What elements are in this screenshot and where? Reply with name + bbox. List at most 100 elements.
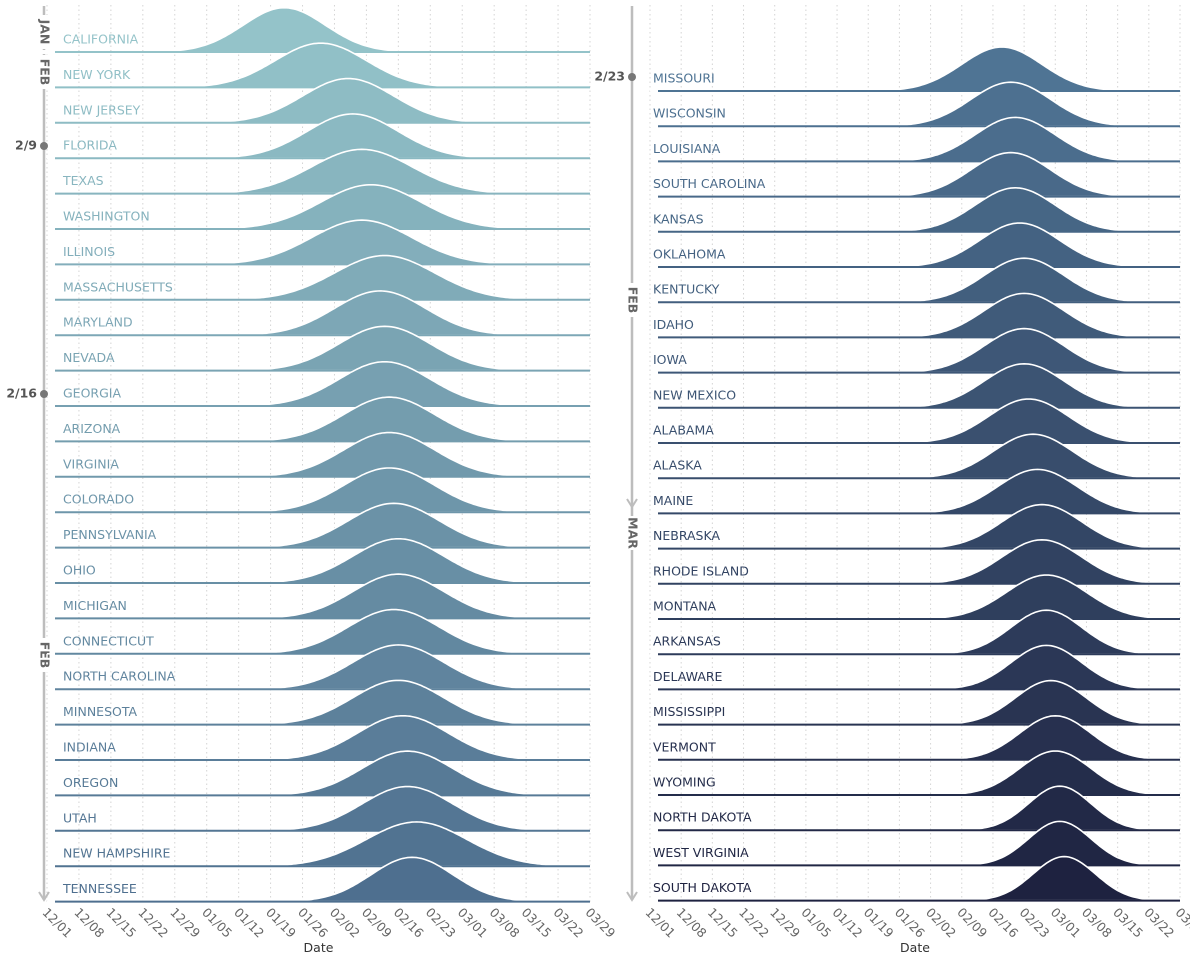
timeline-label: FEB [626, 287, 641, 314]
state-label: MISSOURI [653, 71, 715, 86]
x-tick-label: 12/01 [642, 905, 678, 941]
x-tick-label: 03/15 [519, 905, 555, 941]
state-label: CONNECTICUT [63, 633, 154, 648]
state-label: NORTH CAROLINA [63, 669, 176, 684]
state-label: ALABAMA [653, 423, 714, 438]
x-tick-label: 12/29 [767, 905, 803, 941]
x-tick-label: 03/15 [1110, 905, 1146, 941]
state-label: TENNESSEE [62, 881, 137, 896]
timeline-label: 2/16 [6, 386, 37, 401]
x-tick-label: 12/15 [705, 905, 741, 941]
timeline-gap [40, 50, 48, 54]
state-label: SOUTH DAKOTA [653, 880, 752, 895]
x-tick-label: 01/05 [199, 905, 235, 941]
timeline-gap [626, 283, 638, 317]
x-tick-label: 02/23 [1017, 905, 1053, 941]
timeline-dot [40, 390, 48, 398]
x-tick-label: 12/08 [71, 905, 107, 941]
timeline-arrow [626, 891, 638, 902]
state-label: TEXAS [62, 173, 104, 188]
x-tick-label: 02/02 [327, 905, 363, 941]
state-label: WYOMING [653, 775, 716, 790]
x-tick-label: 02/09 [954, 905, 990, 941]
state-label: DELAWARE [653, 669, 723, 684]
state-label: RHODE ISLAND [653, 563, 749, 578]
x-tick-label: 01/19 [861, 905, 897, 941]
x-axis-label: Date [304, 940, 334, 955]
state-label: FLORIDA [63, 138, 117, 153]
x-tick-label: 01/12 [830, 905, 866, 941]
state-label: NORTH DAKOTA [653, 810, 752, 825]
state-label: ARIZONA [63, 421, 121, 436]
timeline-label: FEB [38, 59, 53, 86]
state-label: KENTUCKY [653, 282, 720, 297]
state-label: WISCONSIN [653, 106, 726, 121]
x-tick-label: 02/23 [423, 905, 459, 941]
state-label: NEW JERSEY [63, 102, 141, 117]
x-tick-label: 12/22 [736, 905, 772, 941]
state-label: ALASKA [653, 458, 702, 473]
state-label: GEORGIA [63, 386, 121, 401]
x-axis-label: Date [900, 940, 930, 955]
timeline-label: JAN [38, 19, 53, 45]
timeline-label: FEB [38, 642, 53, 669]
state-label: VIRGINIA [63, 456, 119, 471]
timeline-dot [40, 142, 48, 150]
state-label: LOUISIANA [653, 141, 721, 156]
state-label: MISSISSIPPI [653, 704, 725, 719]
timeline-gap [626, 516, 638, 550]
x-tick-label: 12/29 [167, 905, 203, 941]
timeline-label: MAR [626, 517, 641, 549]
state-label: SOUTH CAROLINA [653, 176, 766, 191]
x-tick-label: 01/19 [263, 905, 299, 941]
timeline-gap [38, 55, 50, 89]
timeline-dot [628, 73, 636, 81]
x-tick-label: 03/29 [582, 905, 618, 941]
x-tick-label: 02/16 [391, 905, 427, 941]
x-tick-label: 12/01 [39, 905, 75, 941]
state-label: ILLINOIS [63, 244, 115, 259]
state-label: NEVADA [63, 350, 115, 365]
ridge [650, 46, 1180, 92]
timeline-label: 2/9 [15, 138, 37, 153]
x-tick-label: 02/09 [359, 905, 395, 941]
x-tick-label: 12/22 [135, 905, 171, 941]
timeline-arrow [626, 498, 638, 509]
state-label: NEW YORK [63, 67, 131, 82]
state-label: MONTANA [653, 599, 717, 614]
state-label: NEBRASKA [653, 528, 720, 543]
x-tick-label: 02/16 [985, 905, 1021, 941]
state-label: CALIFORNIA [63, 32, 139, 47]
state-label: WEST VIRGINIA [653, 845, 749, 860]
timeline-gap [38, 15, 50, 49]
x-tick-label: 03/22 [1141, 905, 1177, 941]
state-label: VERMONT [653, 739, 716, 754]
state-label: OHIO [63, 563, 96, 578]
x-tick-label: 01/26 [892, 905, 928, 941]
state-label: MASSACHUSETTS [63, 279, 173, 294]
state-label: COLORADO [63, 492, 134, 507]
x-tick-label: 12/08 [674, 905, 710, 941]
x-tick-label: 01/12 [231, 905, 267, 941]
x-tick-label: 02/02 [923, 905, 959, 941]
x-tick-label: 03/08 [487, 905, 523, 941]
x-tick-label: 01/05 [798, 905, 834, 941]
state-label: NEW HAMPSHIRE [63, 846, 171, 861]
x-tick-label: 03/01 [1048, 905, 1084, 941]
timeline-label: 2/23 [594, 69, 625, 84]
state-label: ARKANSAS [653, 634, 721, 649]
timeline-arrow [38, 891, 50, 902]
state-label: MARYLAND [63, 315, 133, 330]
state-label: MAINE [653, 493, 693, 508]
x-tick-label: 01/26 [295, 905, 331, 941]
state-label: MICHIGAN [63, 598, 127, 613]
state-label: INDIANA [63, 740, 116, 755]
state-label: IOWA [653, 352, 687, 367]
x-tick-label: 12/15 [103, 905, 139, 941]
state-label: MINNESOTA [63, 704, 138, 719]
state-label: OKLAHOMA [653, 247, 726, 262]
x-tick-label: 03/29 [1172, 905, 1190, 941]
x-tick-label: 03/22 [551, 905, 587, 941]
x-tick-label: 03/01 [455, 905, 491, 941]
